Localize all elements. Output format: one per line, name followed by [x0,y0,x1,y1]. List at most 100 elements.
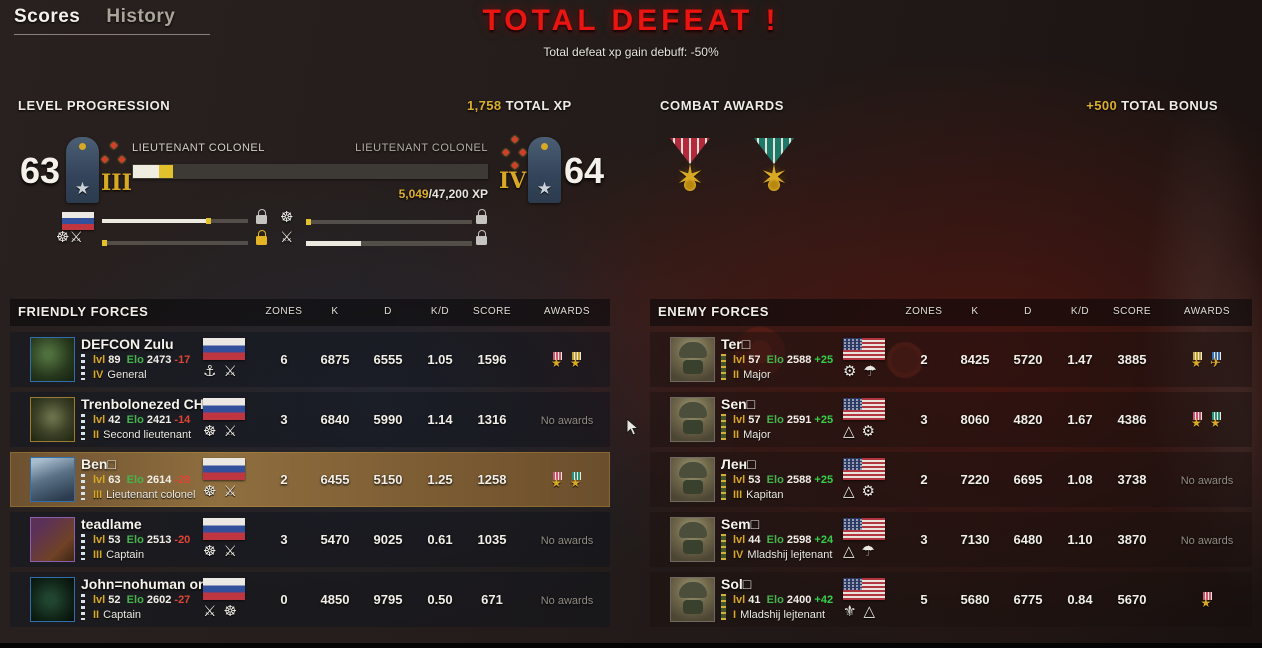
squad-emblem-icon: ⚙ [861,423,882,440]
deaths-cell: 9795 [373,592,403,607]
usa-flag-icon [843,458,885,480]
table-row[interactable]: teadlame lvl 53 Elo 2513 -20 III Captain … [10,512,610,567]
bottom-letterbox [0,643,1262,648]
kd-cell: 0.50 [427,592,453,607]
table-row[interactable]: Sem□ lvl 44 Elo 2598 +24 IV Mladshij lejt… [650,512,1252,567]
awards-cell: No awards [1180,535,1234,547]
score-cell: 3885 [1117,352,1147,367]
col-awards: AWARDS [543,306,591,317]
deaths-cell: 5720 [1013,352,1043,367]
squad-emblem-icon: ⚔ [203,603,224,620]
kills-cell: 7220 [960,472,990,487]
score-cell: 3738 [1117,472,1147,487]
squad-emblem-icon: ⚔ [223,423,244,440]
red-medal-icon [551,352,563,371]
score-cell: 1596 [477,352,507,367]
deaths-cell: 4820 [1013,412,1043,427]
zones-cell: 0 [280,592,288,607]
level-strip-icon [721,354,726,380]
lock-icon [256,209,267,224]
avatar [30,337,75,382]
table-row[interactable]: DEFCON Zulu lvl 89 Elo 2473 -17 IV Genera… [10,332,610,387]
level-strip-icon [81,594,85,620]
awards-cell [521,472,613,491]
faction-progress-bar [102,240,248,246]
player-name: Ter□ [721,336,751,352]
zones-cell: 3 [280,412,288,427]
russia-flag-icon [203,578,245,600]
player-name: teadlame [81,516,142,532]
teal-ribbon-medal-icon[interactable]: ✶ [752,138,796,204]
red-medal-icon [1201,592,1213,611]
red-ribbon-medal-icon[interactable]: ✶ [668,138,712,204]
table-row[interactable]: Trenbolonezed CH lvl 42 Elo 2421 -14 II S… [10,392,610,447]
total-bonus-value: +500 [1086,98,1118,113]
squad-emblem-pair-icon: ☸⚔ [56,229,83,246]
col-score: SCORE [472,306,512,317]
faction-progress-bar [102,218,248,224]
table-row-self[interactable]: Ben□ lvl 63 Elo 2614 -28 III Lieutenant c… [10,452,610,507]
awards-cell: No awards [540,415,594,427]
score-cell: 1035 [477,532,507,547]
zones-cell: 5 [920,592,928,607]
avatar [670,337,715,382]
col-d: D [1024,306,1032,317]
tab-history[interactable]: History [106,6,176,27]
squad-emblem-icon: ☸ [280,209,294,226]
zones-cell: 2 [920,352,928,367]
lock-icon [476,209,487,224]
deaths-cell: 6775 [1013,592,1043,607]
level-strip-icon [721,594,726,620]
score-cell: 5670 [1117,592,1147,607]
deaths-cell: 5990 [373,412,403,427]
russia-flag-icon [203,518,245,540]
tab-scores[interactable]: Scores [14,6,81,27]
col-d: D [384,306,392,317]
awards-cell: No awards [540,595,594,607]
table-row[interactable]: John=nohuman or d... lvl 52 Elo 2602 -27… [10,572,610,627]
squad-emblem-icon: ☸ [203,423,224,440]
teal-medal-icon [1210,412,1222,431]
total-bonus: +500 TOTAL BONUS [1040,98,1218,113]
deaths-cell: 6555 [373,352,403,367]
col-kd: K/D [430,306,450,317]
squad-emblem-icon: ☸ [203,543,224,560]
col-k: K [331,306,339,317]
col-awards: AWARDS [1183,306,1231,317]
col-zones: ZONES [265,306,303,317]
level-strip-icon [721,414,726,440]
squad-emblem-icon: ☸ [203,483,224,500]
squad-emblem-icon: ⚔ [223,363,244,380]
faction-progress-bar [306,219,472,225]
deaths-cell: 5150 [373,472,403,487]
table-row[interactable]: Sol□ lvl 41 Elo 2400 +42 I Mladshij lejte… [650,572,1252,627]
total-xp-value: 1,758 [467,98,502,113]
player-rank: Mladshij lejtenant [747,549,833,561]
squad-emblem-icon: △ [843,543,862,560]
table-row[interactable]: Лен□ lvl 53 Elo 2588 +25 III Kapitan △⚙ 2… [650,452,1252,507]
zones-cell: 2 [920,472,928,487]
faction-progress-bar [306,241,472,246]
level-strip-icon [721,534,726,560]
player-rank: Second lieutenant [103,429,192,441]
table-row[interactable]: Sen□ lvl 57 Elo 2591 +25 II Major △⚙ 3 80… [650,392,1252,447]
kd-cell: 1.67 [1067,412,1093,427]
player-rank: General [107,369,147,381]
score-cell: 3870 [1117,532,1147,547]
next-epaulette-icon [528,137,561,203]
player-name: Sol□ [721,576,752,592]
friendly-table-header: FRIENDLY FORCES ZONES K D K/D SCORE AWAR… [10,299,610,326]
table-row[interactable]: Ter□ lvl 57 Elo 2588 +25 II Major ⚙☂ 2 84… [650,332,1252,387]
current-tier-diamonds-icon: ◆ ◆ ◆ [101,140,126,165]
deaths-cell: 9025 [373,532,403,547]
squad-emblem-icon: ⚔ [223,543,244,560]
kd-cell: 1.47 [1067,352,1093,367]
red-medal-icon [551,472,563,491]
xp-debuff-note: Total defeat xp gain debuff: -50% [543,45,719,59]
player-name: Sen□ [721,396,756,412]
avatar [670,517,715,562]
squad-emblem-icon: ☸ [223,603,244,620]
russia-flag-icon [62,212,94,230]
zones-cell: 2 [280,472,288,487]
